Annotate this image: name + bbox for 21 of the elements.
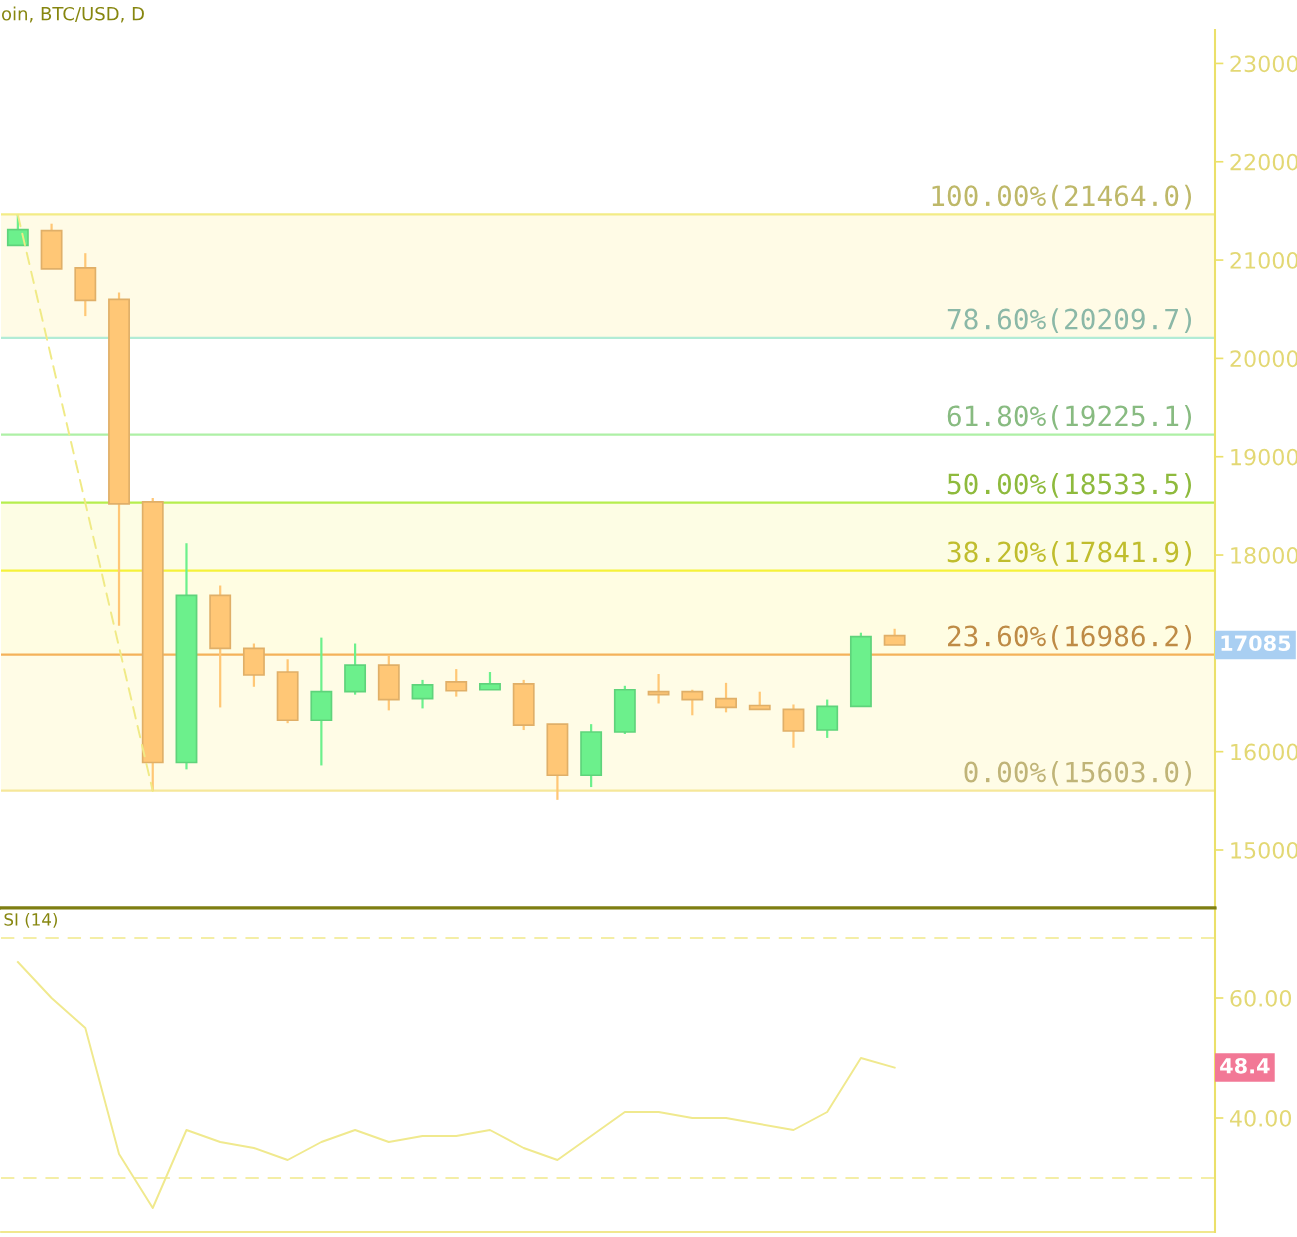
- candlestick: [647, 672, 670, 705]
- candlestick: [816, 698, 839, 740]
- candlestick: [681, 688, 704, 717]
- text: 48.4: [1220, 1057, 1270, 1074]
- candlestick: [445, 667, 468, 698]
- text: 17085: [1221, 635, 1291, 652]
- ref-line-label: 38.20%(17841.9): [947, 540, 1192, 566]
- candlestick: [411, 678, 434, 710]
- ref-line-label: 78.60%(20209.7): [947, 308, 1192, 333]
- ref-line-label: 0.00%(15603.0): [964, 761, 1192, 786]
- ref-line-label: 61.80%(19225.1): [947, 404, 1192, 430]
- y-tick-label: 40.00: [1229, 1109, 1292, 1127]
- ref-line-label: 23.60%(16986.2): [948, 625, 1192, 650]
- chart-title: oin, BTC/USD, D: [2, 6, 144, 23]
- y-tick-label: 60.00: [1230, 989, 1292, 1007]
- candlestick: [782, 703, 805, 749]
- candlestick: [715, 681, 737, 714]
- ref-line-label: 50.00%(18533.5): [947, 472, 1192, 498]
- line-series: [16, 961, 896, 1209]
- chart-title: SI (14): [4, 912, 57, 928]
- ref-line-label: 100.00%(21464.0): [932, 184, 1192, 210]
